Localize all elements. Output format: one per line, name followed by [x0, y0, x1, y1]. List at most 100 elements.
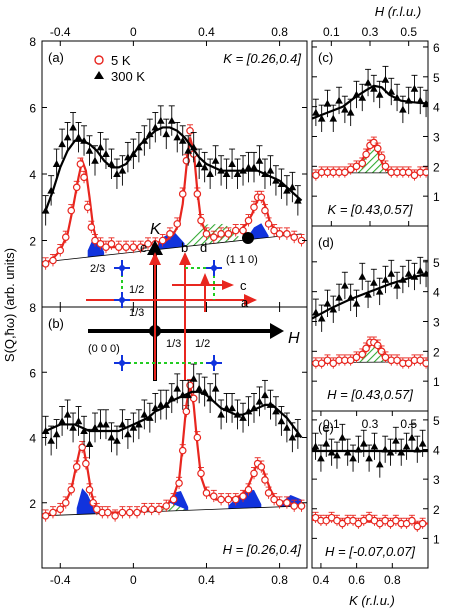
panel-c-region-label: K = [0.43,0.57]: [328, 202, 413, 217]
panel-b-point-300k: [52, 430, 61, 438]
panel-a-point-5k: [42, 259, 50, 268]
panel-b-point-5k: [49, 508, 57, 517]
panel-c-point-5k: [373, 144, 382, 153]
panel-b-label: (b): [48, 316, 64, 331]
panel-e: 1 2 3 4 5 0.4 0.6 0.8 0.1 0.3 0.5 (e) H = [-0.07,0.0…: [312, 411, 440, 587]
panel-a-point-300k: [261, 170, 269, 177]
panel-a-point-300k: [96, 143, 105, 151]
panel-a-point-5k: [186, 126, 194, 135]
panel-a-point-300k: [74, 133, 83, 141]
panel-b-baseline: [42, 505, 302, 517]
panel-b-point-300k: [239, 413, 247, 421]
panel-b-point-5k: [193, 433, 202, 442]
panel-d-point-300k: [422, 269, 428, 277]
panel-d-ytick-label: 3: [433, 315, 440, 329]
panel-b-ytick-label: 8: [29, 301, 36, 315]
panel-b-point-300k: [167, 394, 176, 402]
panel-d-point-5k: [393, 356, 401, 365]
panel-b-point-300k: [211, 384, 220, 392]
panel-c-ytick-label: 6: [433, 41, 440, 55]
legend-300k-marker: [94, 71, 104, 79]
panel-e-point-300k: [418, 439, 427, 447]
panel-a-xtick-label: 0: [130, 25, 137, 39]
y-axis-title: S(Q,ħω) (arb. units): [2, 248, 17, 362]
panel-d-point-300k: [329, 305, 338, 313]
panel-b-point-5k: [56, 505, 65, 514]
panel-c-point-5k: [352, 162, 361, 171]
panel-c: 1 2 3 4 5 6 0.1 0.3 0.5 (c) K = [0.43,0.57]: [312, 25, 440, 226]
bottom-axis-title: K (r.l.u.): [349, 593, 395, 608]
legend-300k-label: 300 K: [111, 69, 145, 84]
panel-c-series-5k: [312, 136, 428, 181]
panel-b-point-5k: [103, 508, 112, 517]
panel-e-series-5k: [312, 511, 428, 532]
panel-a-point-300k: [178, 136, 187, 144]
panel-a-point-5k: [264, 220, 273, 228]
panel-e-point-300k: [359, 439, 368, 447]
panel-c-point-5k: [404, 168, 413, 177]
panel-a-point-5k: [224, 230, 233, 238]
panel-b-point-5k: [297, 502, 306, 510]
panel-d-point-300k: [381, 275, 390, 283]
panel-a-point-5k: [231, 226, 240, 235]
panel-b-plot-area: [42, 363, 306, 522]
panel-d-point-300k: [312, 308, 320, 316]
panel-a-point-300k: [91, 156, 99, 164]
panel-b-point-5k: [111, 511, 119, 520]
panel-a-point-5k: [290, 233, 299, 241]
panel-b-point-300k: [146, 413, 154, 421]
panel-d-point-300k: [317, 314, 326, 322]
panel-a-point-300k: [239, 166, 247, 174]
panel-d-label: (d): [318, 235, 334, 250]
panel-a-point-300k: [272, 176, 280, 184]
panel-d-point-300k: [375, 287, 384, 295]
panel-d-point-300k: [416, 266, 425, 274]
panel-a-point-300k: [173, 133, 182, 141]
panel-b-point-5k: [155, 505, 163, 514]
panel-a-point-5k: [275, 230, 284, 238]
panel-e-point-300k: [392, 436, 400, 444]
panel-b-point-300k: [189, 374, 198, 382]
panel-a-point-300k: [228, 160, 236, 168]
panel-c-point-300k: [329, 114, 338, 122]
panel-a-point-5k: [49, 256, 57, 265]
panel-c-point-300k: [393, 93, 401, 101]
panel-b-point-300k: [74, 417, 83, 425]
inset-k-arrowhead: [147, 240, 163, 255]
panel-a-point-300k: [277, 179, 286, 187]
panel-e-ytick-label: 3: [433, 473, 440, 487]
panel-c-point-5k: [370, 138, 378, 147]
panel-b-ytick-label: 6: [29, 366, 36, 380]
panel-c-point-5k: [410, 171, 419, 180]
inset-cut-e-arrowhead: [149, 252, 161, 265]
panel-a-point-300k: [283, 186, 291, 194]
panel-a-point-300k: [156, 116, 165, 124]
panel-e-frame: [311, 410, 429, 569]
panel-a-point-5k: [83, 203, 92, 212]
panel-e-point-300k: [402, 442, 411, 450]
panel-b-point-300k: [135, 420, 143, 428]
panel-e-point-300k: [381, 445, 389, 453]
panel-a-point-300k: [124, 153, 132, 161]
panel-a-point-300k: [58, 140, 66, 148]
panel-a-point-5k: [102, 243, 110, 251]
panel-b-point-5k: [178, 446, 187, 455]
panel-a-point-300k: [107, 160, 116, 168]
panel-a-point-300k: [222, 170, 231, 177]
panel-e-point-300k: [354, 445, 363, 453]
panel-e-point-300k: [338, 433, 347, 441]
panel-c-point-300k: [341, 105, 349, 113]
panel-c-point-5k: [362, 150, 370, 159]
inset-cut-c-arrowhead: [222, 280, 234, 290]
panel-a-point-5k: [136, 243, 145, 251]
panel-a-point-300k: [135, 143, 143, 151]
panel-e-xtick-label: 0.4: [313, 573, 330, 587]
panel-b-point-300k: [173, 384, 182, 392]
panel-c-point-300k: [399, 105, 407, 113]
panel-e-point-300k: [327, 448, 336, 456]
panel-a-point-300k: [42, 206, 50, 214]
panel-b-point-300k: [255, 397, 264, 405]
panel-b-point-5k: [264, 489, 273, 497]
panel-d-point-5k: [362, 344, 370, 353]
panel-b-point-300k: [42, 426, 50, 434]
